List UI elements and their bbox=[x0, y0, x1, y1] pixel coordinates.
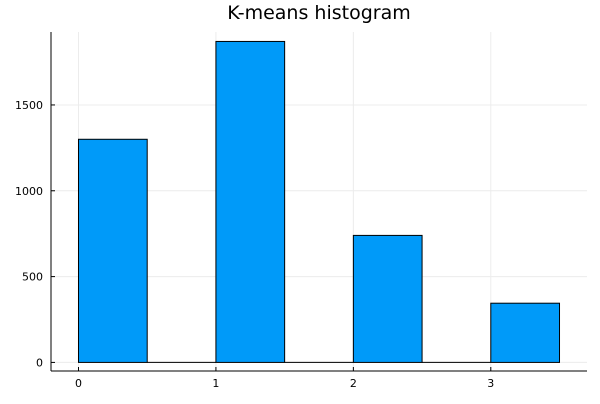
bars bbox=[77, 40, 561, 363]
histogram-bar bbox=[77, 138, 148, 363]
x-tick-label: 1 bbox=[212, 377, 219, 390]
x-tick-label: 0 bbox=[75, 377, 82, 390]
y-tick-label: 1000 bbox=[15, 185, 43, 198]
y-tick-label: 1500 bbox=[15, 99, 43, 112]
tick-labels: 0 1 2 3 0 500 1000 1500 bbox=[15, 99, 494, 390]
x-tick-label: 2 bbox=[350, 377, 357, 390]
chart-title: K-means histogram bbox=[227, 2, 410, 24]
histogram-bar bbox=[352, 234, 423, 363]
y-tick-label: 500 bbox=[22, 271, 43, 284]
axes bbox=[50, 32, 587, 372]
x-tick-label: 3 bbox=[487, 377, 494, 390]
histogram-bar bbox=[490, 302, 561, 363]
histogram-bar bbox=[215, 40, 286, 363]
y-tick-label: 0 bbox=[36, 356, 43, 369]
